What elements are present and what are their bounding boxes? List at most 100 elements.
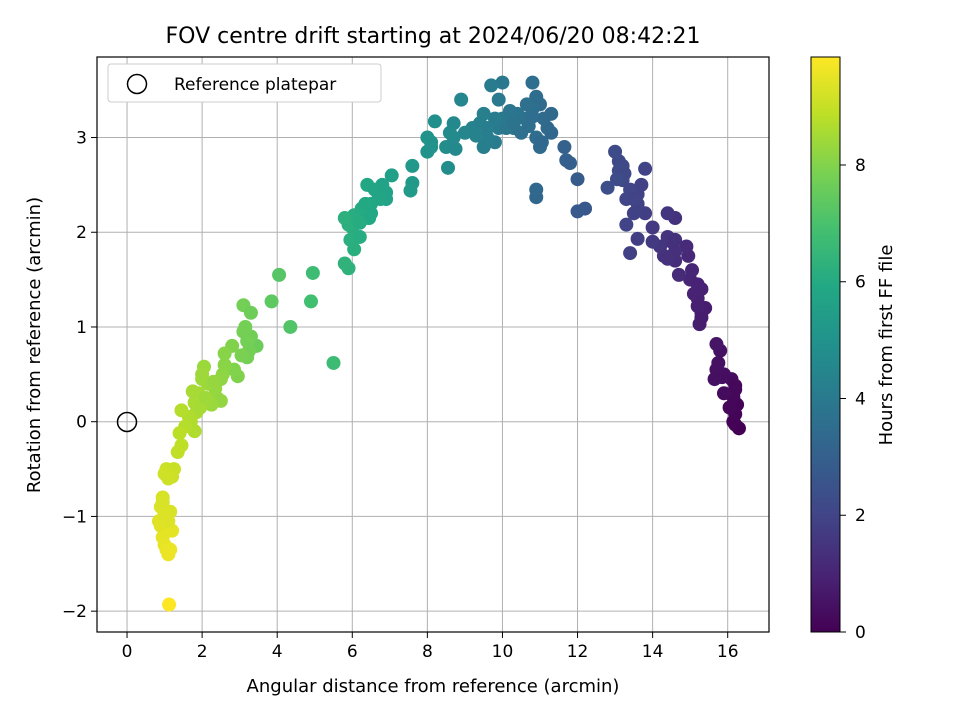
scatter-point: [525, 109, 540, 124]
scatter-point: [623, 246, 638, 261]
scatter-point: [172, 426, 187, 441]
scatter-point: [403, 183, 418, 198]
scatter-point: [722, 400, 737, 415]
x-tick-label: 4: [272, 642, 283, 662]
colorbar-tick-label: 2: [855, 506, 866, 526]
scatter-point: [690, 277, 705, 292]
colorbar-tick-label: 8: [855, 156, 866, 176]
scatter-point: [534, 135, 549, 150]
y-axis-label: Rotation from reference (arcmin): [24, 197, 45, 493]
scatter-point: [185, 384, 200, 399]
scatter-point: [608, 144, 623, 159]
scatter-point: [709, 337, 724, 352]
scatter-point: [469, 128, 484, 143]
legend-box: [107, 63, 382, 103]
scatter-point: [638, 161, 653, 176]
x-tick-label: 16: [717, 642, 739, 662]
scatter-point: [525, 75, 540, 90]
scatter-point: [476, 139, 491, 154]
scatter-point: [645, 234, 660, 249]
colorbar-ticks: 0 2 4 6 8: [840, 156, 866, 643]
scatter-point: [487, 111, 502, 126]
scatter-point: [668, 232, 683, 247]
scatter-point: [529, 89, 544, 104]
scatter-point: [384, 168, 399, 183]
scatter-point: [626, 206, 641, 221]
scatter-point: [711, 355, 726, 370]
y-tick-label: 1: [76, 318, 87, 338]
scatter-point: [645, 220, 660, 235]
scatter-point: [337, 211, 352, 226]
legend-marker: [126, 73, 148, 95]
legend: Reference platepar: [107, 63, 382, 103]
scatter-point: [519, 97, 534, 112]
scatter-point: [424, 139, 439, 154]
reference-point: [116, 411, 138, 433]
scatter-point: [234, 348, 249, 363]
scatter-point: [570, 172, 585, 187]
chart-title: FOV centre drift starting at 2024/06/20 …: [166, 24, 701, 49]
scatter-point: [716, 386, 731, 401]
scatter-point: [405, 158, 420, 173]
y-axis-ticks: −2 −1 0 1 2 3: [62, 129, 97, 622]
scatter-point: [442, 125, 457, 140]
scatter-point: [638, 206, 653, 221]
scatter-point: [457, 125, 472, 140]
scatter-point: [283, 319, 298, 334]
scatter-point: [427, 114, 442, 129]
scatter-point: [557, 139, 572, 154]
scatter-point: [198, 391, 213, 406]
scatter-point: [272, 267, 287, 282]
scatter-point: [155, 495, 170, 510]
scatter-point: [206, 374, 221, 389]
scatter-point: [506, 116, 521, 131]
scatter-point: [536, 111, 551, 126]
scatter-point: [679, 239, 694, 254]
scatter-point: [161, 547, 176, 562]
scatter-point: [448, 141, 463, 156]
x-tick-label: 8: [422, 642, 433, 662]
scatter-point: [264, 294, 279, 309]
y-tick-label: 2: [76, 223, 87, 243]
scatter-point: [671, 267, 686, 282]
scatter-point: [660, 206, 675, 221]
scatter-point: [728, 378, 743, 393]
scatter-point: [162, 597, 177, 612]
scatter-point: [174, 403, 189, 418]
x-tick-label: 0: [122, 642, 133, 662]
legend-label: Reference platepar: [174, 75, 336, 95]
x-tick-label: 10: [492, 642, 514, 662]
scatter-point: [480, 121, 495, 136]
x-tick-label: 2: [197, 642, 208, 662]
scatter-point: [484, 78, 499, 93]
colorbar-tick-label: 4: [855, 389, 866, 409]
scatter-point: [685, 263, 700, 278]
scatter-point: [347, 242, 362, 257]
colorbar-tick-label: 6: [855, 273, 866, 293]
scatter-point: [161, 471, 176, 486]
scatter-point: [161, 514, 176, 529]
y-tick-label: 0: [76, 413, 87, 433]
scatter-point: [600, 180, 615, 195]
scatter-point: [373, 192, 388, 207]
scatter-point: [692, 317, 707, 332]
scatter-point: [609, 172, 624, 187]
x-axis-ticks: 0 2 4 6 8 10 12 14 16: [122, 632, 739, 662]
scatter-point: [337, 256, 352, 271]
scatter-point: [690, 299, 705, 314]
scatter-point: [441, 160, 456, 175]
scatter-point: [491, 92, 506, 107]
scatter-point: [326, 355, 341, 370]
colorbar-label: Hours from first FF file: [876, 245, 897, 446]
scatter-point: [707, 372, 722, 387]
colorbar-tick-label: 0: [855, 623, 866, 643]
y-tick-label: −2: [62, 602, 87, 622]
scatter-point: [358, 196, 373, 211]
scatter-point: [495, 75, 510, 90]
scatter-point: [243, 305, 258, 320]
scatter-point: [619, 217, 634, 232]
x-tick-label: 6: [347, 642, 358, 662]
scatter-point: [170, 445, 185, 460]
scatter-point: [238, 319, 253, 334]
